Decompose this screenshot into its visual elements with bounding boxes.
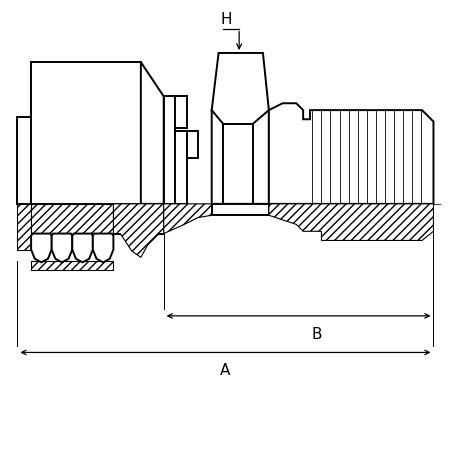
Polygon shape — [17, 204, 31, 250]
Polygon shape — [140, 204, 163, 234]
Polygon shape — [140, 63, 163, 204]
Polygon shape — [211, 204, 268, 216]
Polygon shape — [93, 234, 113, 263]
Text: A: A — [220, 363, 230, 377]
Polygon shape — [175, 131, 186, 204]
Polygon shape — [17, 118, 31, 204]
Polygon shape — [31, 234, 51, 263]
Polygon shape — [175, 97, 186, 129]
Polygon shape — [31, 204, 140, 234]
Polygon shape — [268, 204, 432, 241]
Polygon shape — [163, 97, 175, 204]
Polygon shape — [51, 234, 72, 263]
Text: H: H — [220, 12, 232, 28]
Polygon shape — [31, 262, 113, 270]
Polygon shape — [268, 104, 432, 204]
Polygon shape — [113, 204, 163, 258]
Polygon shape — [186, 131, 197, 159]
Polygon shape — [163, 204, 211, 234]
Text: B: B — [311, 326, 321, 341]
Polygon shape — [72, 234, 93, 263]
Polygon shape — [31, 63, 140, 204]
Polygon shape — [211, 54, 268, 204]
